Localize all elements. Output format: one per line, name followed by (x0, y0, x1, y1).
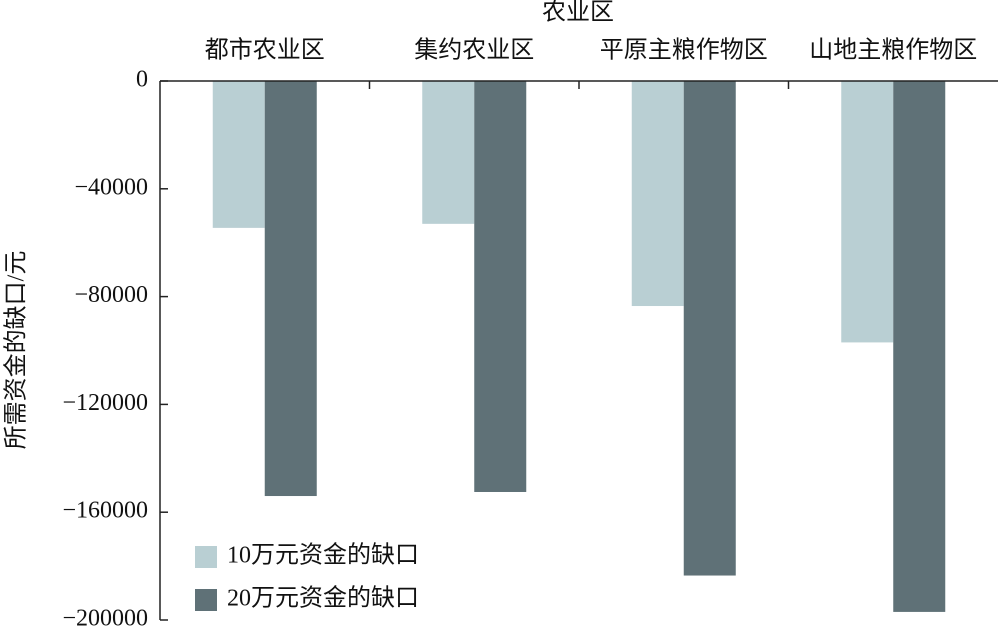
x-tick-label: 平原主粮作物区 (600, 37, 768, 64)
legend-swatch (195, 589, 217, 611)
bar (683, 81, 736, 576)
bar (893, 81, 946, 612)
y-axis-label: 所需资金的缺口/元 (3, 251, 30, 450)
legend-swatch (195, 546, 217, 568)
y-tick-label: 0 (136, 67, 148, 93)
x-tick-label: 集约农业区 (414, 37, 534, 64)
x-tick-label: 都市农业区 (205, 37, 325, 64)
bar (422, 81, 475, 224)
y-tick-label: −120000 (62, 390, 148, 416)
bar (841, 81, 894, 343)
bar (264, 81, 317, 497)
y-tick-label: −40000 (74, 174, 148, 200)
legend-label: 20万元资金的缺口 (227, 585, 419, 612)
bar (474, 81, 527, 492)
bar (631, 81, 684, 307)
y-tick-label: −200000 (62, 606, 148, 629)
legend-label: 10万元资金的缺口 (227, 542, 419, 569)
y-tick-label: −80000 (74, 282, 148, 308)
x-axis-label: 农业区 (542, 0, 614, 26)
y-tick-label: −160000 (62, 498, 148, 524)
bar (212, 81, 265, 228)
x-tick-label: 山地主粮作物区 (809, 37, 977, 64)
